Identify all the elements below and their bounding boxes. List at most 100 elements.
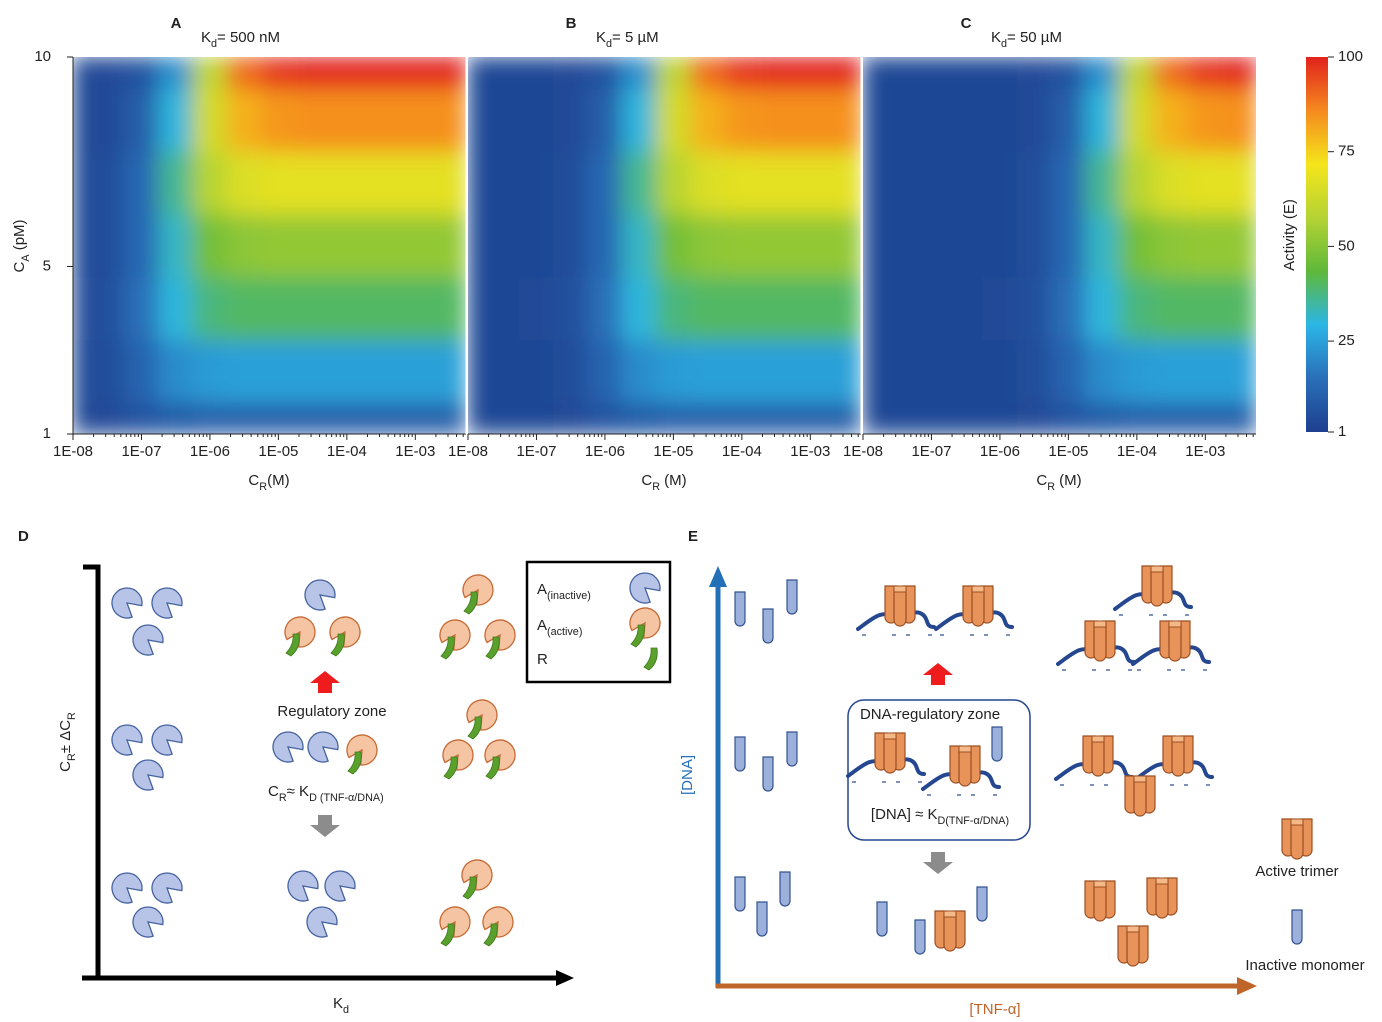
inactive-enzyme	[287, 870, 319, 902]
x-axis-label-part: d	[343, 1004, 349, 1016]
x-axis-label-part: R	[1047, 481, 1055, 493]
heatmap-cell	[982, 87, 1018, 152]
inactive-enzyme	[272, 731, 304, 763]
x-axis-arrow	[556, 970, 574, 986]
heatmap-cell	[1153, 276, 1189, 341]
heatmap-cell	[689, 150, 726, 215]
condition-label: CR≈ KD (TNF-α/DNA)	[268, 783, 384, 804]
heatmap-cell	[260, 87, 296, 152]
regulator	[440, 636, 455, 660]
heatmap-cell	[397, 150, 433, 215]
x-axis-label: CR (M)	[1036, 472, 1081, 493]
heatmap-cell	[1050, 276, 1086, 341]
monomer	[762, 608, 774, 644]
trimer-cap	[1126, 925, 1140, 933]
heatmap-cell	[913, 339, 950, 404]
heatmap-cell	[397, 87, 433, 152]
heatmap-cell	[826, 150, 861, 215]
heatmap-cell	[553, 87, 589, 152]
heatmap-cell	[468, 87, 486, 152]
heatmap-cell	[758, 402, 794, 434]
heatmap-cell	[553, 213, 589, 278]
y-axis-label-part: ± ΔC	[57, 720, 74, 753]
heatmap-cell	[484, 402, 520, 434]
condition-label-part: D(TNF-α/DNA)	[937, 815, 1009, 827]
condition-label-part: C	[268, 783, 279, 800]
heatmap-cell	[621, 339, 657, 404]
heatmap-cell	[982, 57, 1018, 89]
heatmap-cell	[1119, 276, 1155, 341]
condition-label-part: R	[279, 792, 287, 804]
heatmap-cell	[913, 276, 950, 341]
heatmap-cell	[948, 87, 984, 152]
heatmap-cell	[226, 150, 262, 215]
heatmap-cell	[1016, 87, 1052, 152]
condition-label-part: [DNA] ≈ K	[871, 806, 938, 823]
heatmap-cell	[863, 213, 881, 278]
legend-label-part: A	[537, 581, 547, 598]
chart-title-part: d	[211, 38, 217, 50]
heatmap-cell	[397, 276, 433, 341]
monomer	[1291, 909, 1303, 945]
heatmap-cell	[484, 87, 520, 152]
x-axis-label: Kd	[333, 995, 349, 1016]
heatmap-cell	[73, 87, 91, 152]
chart-title-part: = 5 µM	[612, 29, 659, 46]
chart-title-part: K	[596, 29, 606, 46]
heatmap-cell	[689, 402, 726, 434]
x-axis-label-part: C	[1036, 472, 1047, 489]
trimer-subunit	[883, 735, 897, 774]
heatmap-cell	[879, 57, 915, 89]
legend-label: A(inactive)	[537, 581, 591, 602]
heatmap-cell	[621, 57, 657, 89]
legend-label-part: (active)	[547, 626, 582, 638]
regulator	[347, 751, 362, 775]
trimer-cap	[1290, 818, 1304, 826]
inactive-enzyme	[111, 872, 143, 904]
heatmap-cell	[518, 213, 555, 278]
heatmap-cell	[468, 276, 486, 341]
inactive-enzyme	[111, 724, 143, 756]
heatmap-cell	[1119, 339, 1155, 404]
heatmap-cell	[948, 213, 984, 278]
heatmap-cell	[724, 150, 760, 215]
heatmap-cell	[431, 213, 466, 278]
heatmap-cell	[1016, 150, 1052, 215]
active-enzyme	[462, 574, 494, 606]
heatmap-cell	[158, 402, 194, 434]
regulator	[462, 876, 477, 900]
trimer-subunit	[943, 913, 957, 952]
heatmap-cell	[363, 213, 399, 278]
heatmap-cell	[1016, 276, 1052, 341]
heatmap-cell	[518, 276, 555, 341]
x-tick-label: 1E-04	[722, 443, 762, 460]
regulator	[330, 633, 345, 657]
heatmap-cell	[655, 339, 691, 404]
chart-title-part: K	[201, 29, 211, 46]
heatmap-cell	[518, 57, 555, 89]
monomer	[762, 756, 774, 792]
heatmap-cell	[948, 57, 984, 89]
inactive-enzyme	[151, 872, 183, 904]
trimer-subunit	[1093, 623, 1107, 662]
heatmap-cell	[226, 57, 262, 89]
x-axis-label: CR(M)	[248, 472, 289, 493]
heatmap-cell	[655, 276, 691, 341]
condition-label-part: D (TNF-α/DNA)	[309, 792, 384, 804]
heatmap-cell	[397, 213, 433, 278]
heatmap-cell	[363, 276, 399, 341]
heatmap-cell	[621, 276, 657, 341]
heatmap-cell	[826, 339, 861, 404]
heatmap-cell	[587, 213, 623, 278]
heatmap-cell	[587, 339, 623, 404]
heatmap-cell	[863, 339, 881, 404]
heatmap-cell	[1221, 57, 1256, 89]
heatmap-cell	[431, 87, 466, 152]
trimer-subunit	[1168, 623, 1182, 662]
heatmap-cell	[1016, 402, 1052, 434]
heatmap-cell	[158, 339, 194, 404]
heatmap-cell	[123, 213, 160, 278]
heatmap-cell	[758, 339, 794, 404]
active-enzyme	[329, 616, 361, 648]
